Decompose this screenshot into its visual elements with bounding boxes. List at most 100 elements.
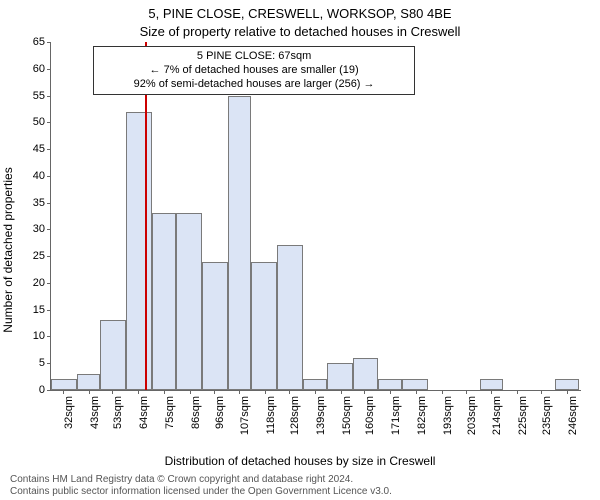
xtick-label: 160sqm [364, 396, 376, 435]
x-axis-label: Distribution of detached houses by size … [0, 454, 600, 468]
xtick-label: 32sqm [63, 396, 75, 429]
ytick-label: 30 [33, 223, 45, 235]
xtick-label: 246sqm [567, 396, 579, 435]
xtick-label: 128sqm [289, 396, 301, 435]
ytick-mark [47, 42, 51, 43]
ytick-mark [47, 256, 51, 257]
xtick-mark [239, 390, 240, 394]
histogram-bar [100, 320, 126, 390]
ytick-label: 35 [33, 197, 45, 209]
histogram-bar [77, 374, 101, 390]
xtick-label: 86sqm [190, 396, 202, 429]
xtick-mark [517, 390, 518, 394]
xtick-mark [315, 390, 316, 394]
ytick-mark [47, 229, 51, 230]
ytick-label: 5 [39, 357, 45, 369]
xtick-mark [567, 390, 568, 394]
histogram-bar [353, 358, 379, 390]
info-box-line2: ← 7% of detached houses are smaller (19) [100, 64, 407, 78]
xtick-mark [138, 390, 139, 394]
xtick-mark [442, 390, 443, 394]
xtick-mark [390, 390, 391, 394]
ytick-label: 20 [33, 277, 45, 289]
xtick-mark [265, 390, 266, 394]
ytick-label: 55 [33, 90, 45, 102]
histogram-bar [378, 379, 402, 390]
xtick-label: 150sqm [341, 396, 353, 435]
ytick-mark [47, 390, 51, 391]
chart-container: 5, PINE CLOSE, CRESWELL, WORKSOP, S80 4B… [0, 0, 600, 500]
histogram-bar [480, 379, 504, 390]
ytick-label: 65 [33, 36, 45, 48]
ytick-mark [47, 336, 51, 337]
ytick-mark [47, 176, 51, 177]
xtick-label: 182sqm [416, 396, 428, 435]
ytick-label: 10 [33, 330, 45, 342]
ytick-mark [47, 203, 51, 204]
xtick-label: 96sqm [214, 396, 226, 429]
ytick-label: 15 [33, 304, 45, 316]
xtick-mark [289, 390, 290, 394]
ytick-label: 25 [33, 250, 45, 262]
histogram-bar [228, 96, 252, 390]
ytick-mark [47, 149, 51, 150]
xtick-label: 64sqm [138, 396, 150, 429]
title-line-1: 5, PINE CLOSE, CRESWELL, WORKSOP, S80 4B… [0, 6, 600, 21]
xtick-label: 43sqm [89, 396, 101, 429]
info-box-line3: 92% of semi-detached houses are larger (… [100, 78, 407, 92]
xtick-mark [214, 390, 215, 394]
histogram-bar [303, 379, 327, 390]
xtick-label: 203sqm [466, 396, 478, 435]
histogram-bar [327, 363, 353, 390]
ytick-mark [47, 310, 51, 311]
footer-line-2: Contains public sector information licen… [10, 486, 392, 498]
xtick-mark [190, 390, 191, 394]
histogram-bar [277, 245, 303, 390]
xtick-mark [491, 390, 492, 394]
xtick-label: 118sqm [265, 396, 277, 434]
histogram-bar [176, 213, 202, 390]
xtick-label: 214sqm [491, 396, 503, 435]
xtick-mark [63, 390, 64, 394]
footer-text: Contains HM Land Registry data © Crown c… [10, 474, 392, 498]
xtick-mark [164, 390, 165, 394]
xtick-label: 53sqm [112, 396, 124, 429]
title-line-2: Size of property relative to detached ho… [0, 24, 600, 39]
y-axis-label: Number of detached properties [1, 167, 15, 332]
xtick-label: 235sqm [541, 396, 553, 435]
ytick-mark [47, 69, 51, 70]
xtick-mark [466, 390, 467, 394]
info-box: 5 PINE CLOSE: 67sqm← 7% of detached hous… [93, 46, 414, 95]
xtick-label: 225sqm [517, 396, 529, 435]
histogram-bar [126, 112, 152, 390]
histogram-bar [555, 379, 579, 390]
histogram-bar [51, 379, 77, 390]
xtick-label: 139sqm [315, 396, 327, 435]
ytick-mark [47, 96, 51, 97]
ytick-label: 40 [33, 170, 45, 182]
ytick-mark [47, 283, 51, 284]
ytick-label: 45 [33, 143, 45, 155]
xtick-mark [541, 390, 542, 394]
ytick-mark [47, 122, 51, 123]
xtick-mark [341, 390, 342, 394]
xtick-label: 171sqm [390, 396, 402, 435]
ytick-label: 60 [33, 63, 45, 75]
xtick-mark [89, 390, 90, 394]
xtick-label: 193sqm [442, 396, 454, 435]
xtick-label: 75sqm [164, 396, 176, 429]
xtick-mark [364, 390, 365, 394]
ytick-mark [47, 363, 51, 364]
histogram-bar [202, 262, 228, 390]
xtick-label: 107sqm [239, 396, 251, 435]
ytick-label: 50 [33, 116, 45, 128]
info-box-line1: 5 PINE CLOSE: 67sqm [100, 50, 407, 64]
ytick-label: 0 [39, 384, 45, 396]
histogram-bar [251, 262, 277, 390]
xtick-mark [112, 390, 113, 394]
footer-line-1: Contains HM Land Registry data © Crown c… [10, 474, 392, 486]
histogram-bar [402, 379, 428, 390]
histogram-bar [152, 213, 176, 390]
plot-area: 0510152025303540455055606532sqm43sqm53sq… [50, 42, 581, 391]
xtick-mark [416, 390, 417, 394]
